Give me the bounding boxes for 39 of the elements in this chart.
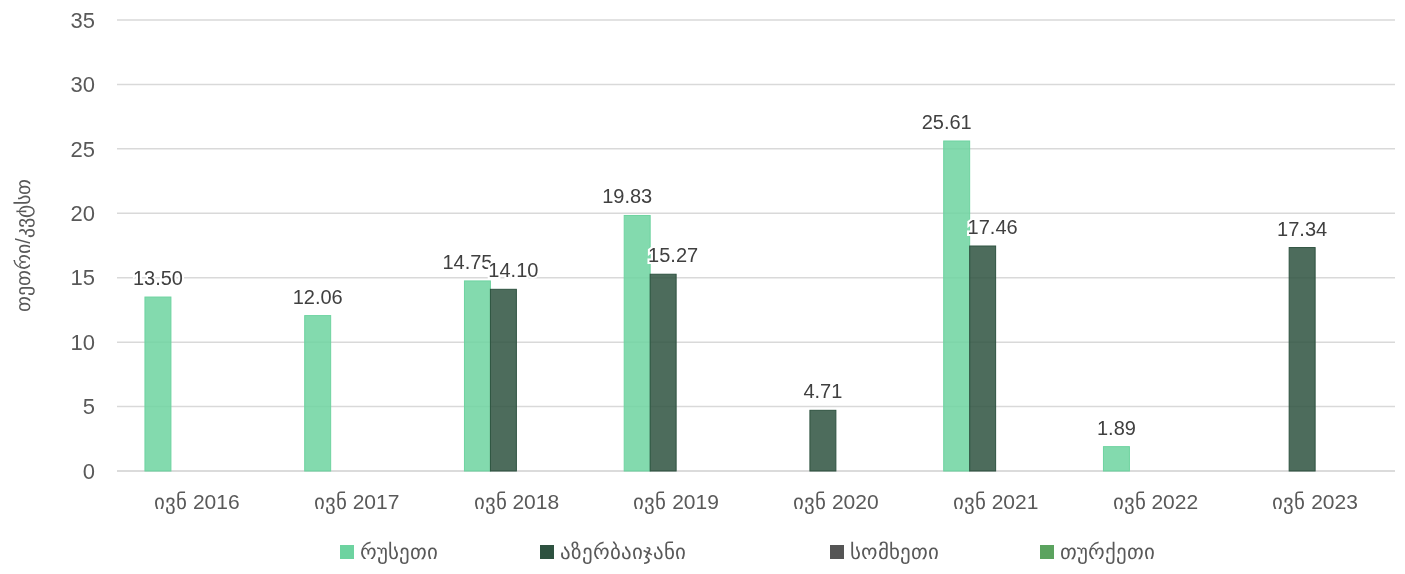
bar <box>969 245 997 472</box>
x-tick-label: ივნ 2022 <box>1112 490 1199 514</box>
x-tick-label: ივნ 2020 <box>793 490 879 514</box>
data-label: 17.34 <box>1277 217 1328 240</box>
data-label: 12.06 <box>292 285 343 308</box>
data-label: 19.83 <box>602 185 653 208</box>
bar <box>809 409 837 472</box>
y-tick-label: 10 <box>70 329 95 355</box>
y-tick-label: 15 <box>70 265 95 291</box>
legend-label: რუსეთი <box>360 540 438 565</box>
x-tick-label: ივნ 2021 <box>952 490 1039 514</box>
data-label: 4.71 <box>803 380 843 403</box>
data-label: 25.61 <box>921 111 972 133</box>
y-tick-label: 5 <box>82 394 95 420</box>
legend-label: თურქეთი <box>1060 540 1155 565</box>
bar <box>649 273 677 472</box>
legend-label: სომხეთი <box>850 540 939 565</box>
x-tick-label: ივნ 2018 <box>473 490 560 514</box>
data-label: 13.50 <box>132 267 183 290</box>
y-axis-title: თეთრი/კვტსთ <box>12 179 35 312</box>
bar <box>304 315 332 472</box>
y-tick-label: 25 <box>70 136 95 162</box>
x-tick-label: ივნ 2016 <box>154 490 240 514</box>
bar <box>1102 446 1130 472</box>
bar <box>144 296 172 472</box>
bar <box>489 288 517 472</box>
bar <box>1288 247 1316 472</box>
data-label: 1.89 <box>1096 416 1136 439</box>
y-tick-label: 30 <box>70 72 95 98</box>
y-tick-label: 35 <box>70 7 95 33</box>
bar <box>623 214 651 472</box>
x-tick-label: ივნ 2017 <box>313 490 400 514</box>
bar <box>943 140 971 472</box>
x-tick-label: ივნ 2023 <box>1272 490 1358 514</box>
legend-label: აზერბაიჯანი <box>560 540 686 565</box>
y-tick-label: 20 <box>70 200 95 226</box>
bar <box>463 280 491 472</box>
y-tick-label: 0 <box>82 458 95 484</box>
x-tick-label: ივნ 2019 <box>633 490 719 514</box>
